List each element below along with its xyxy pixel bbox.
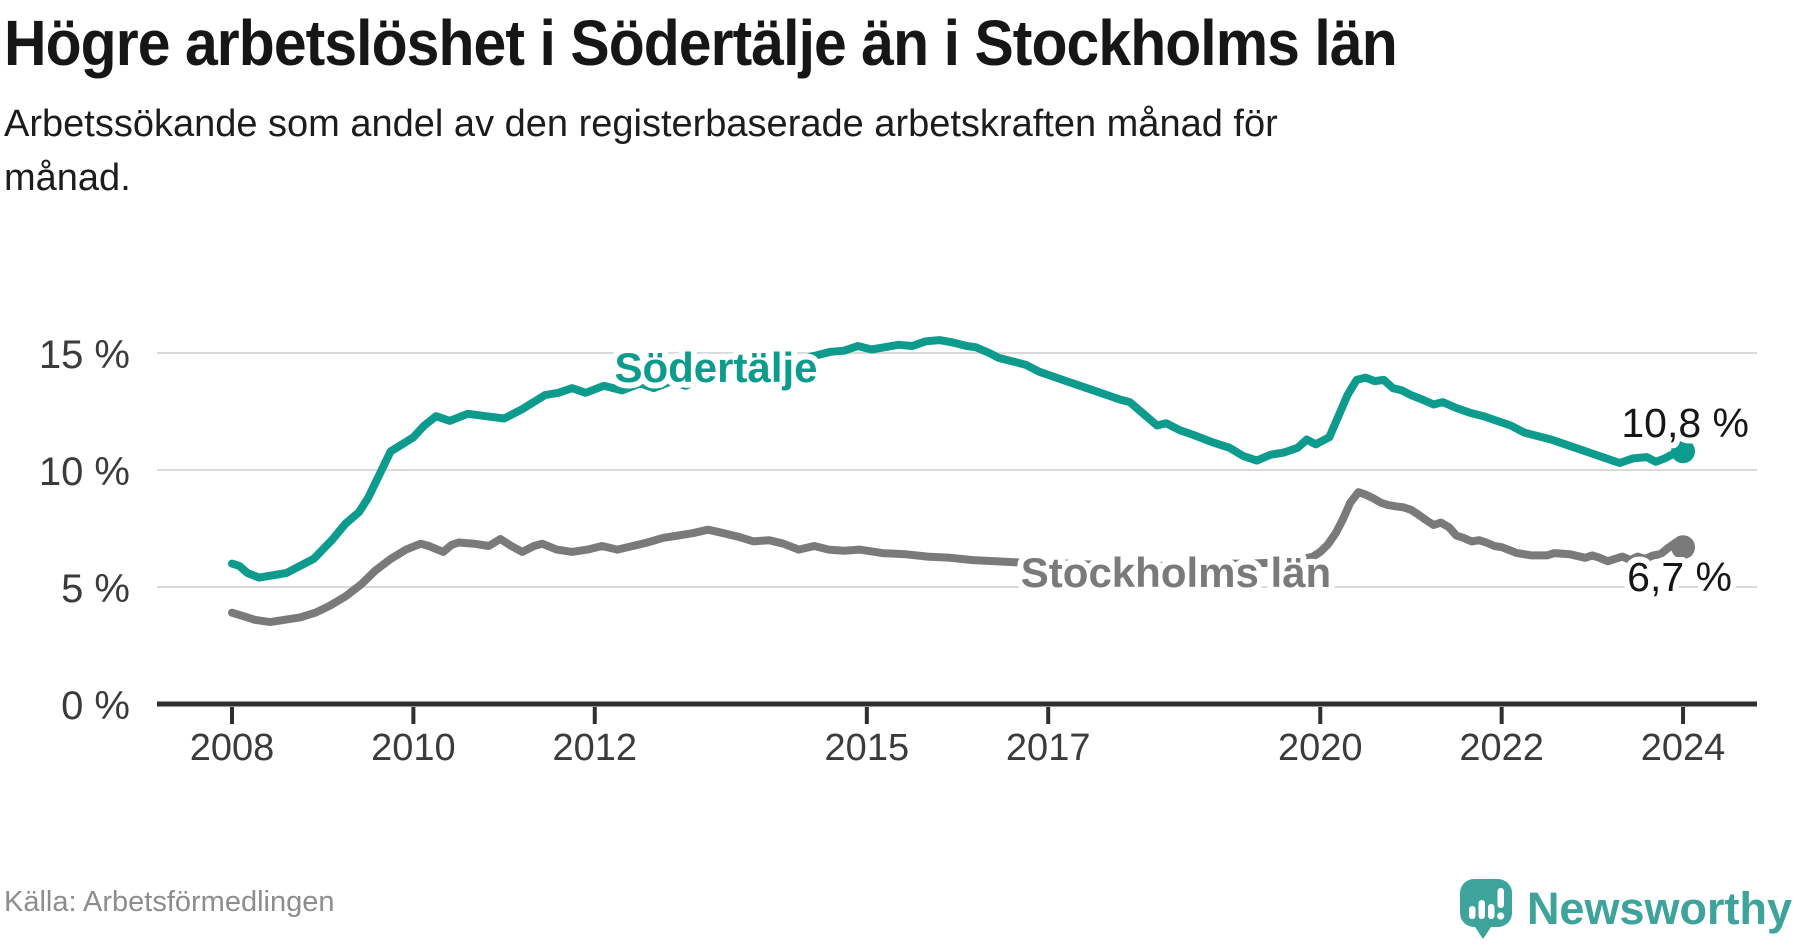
x-tick-label: 2020 [1278,727,1363,769]
x-tick-label: 2008 [190,727,275,769]
chart-title: Högre arbetslöshet i Södertälje än i Sto… [4,7,1398,79]
series-label-stockholms-l-n: Stockholms län [1021,549,1331,596]
chart-subtitle: Arbetssökande som andel av den registerb… [4,103,1278,199]
series-label-s-dert-lje: Södertälje [614,344,817,391]
source-caption: Källa: Arbetsförmedlingen [4,886,335,918]
series-end-dot-s-dert-lje [1671,439,1696,464]
newsworthy-brand-name: Newsworthy [1526,883,1792,934]
series-line-s-dert-lje [228,336,1687,582]
series-line-stockholms-l-n [228,488,1687,627]
newsworthy-logo[interactable]: Newsworthy [1459,876,1792,942]
end-value-label-s-dert-lje: 10,8 % [1621,400,1749,446]
x-tick-label: 2024 [1641,727,1726,769]
y-tick-label: 15 % [39,333,130,377]
y-tick-label: 10 % [39,450,130,494]
x-tick-label: 2010 [371,727,456,769]
x-tick-label: 2022 [1459,727,1544,769]
newsworthy-logo-icon [1459,878,1512,939]
x-tick-label: 2017 [1006,727,1091,769]
y-tick-label: 0 % [61,684,130,728]
series-end-dot-stockholms-l-n [1671,535,1696,560]
x-tick-label: 2015 [825,727,910,769]
end-value-label-stockholms-l-n: 6,7 % [1627,554,1732,600]
y-tick-label: 5 % [61,567,130,611]
x-tick-label: 2012 [552,727,637,769]
